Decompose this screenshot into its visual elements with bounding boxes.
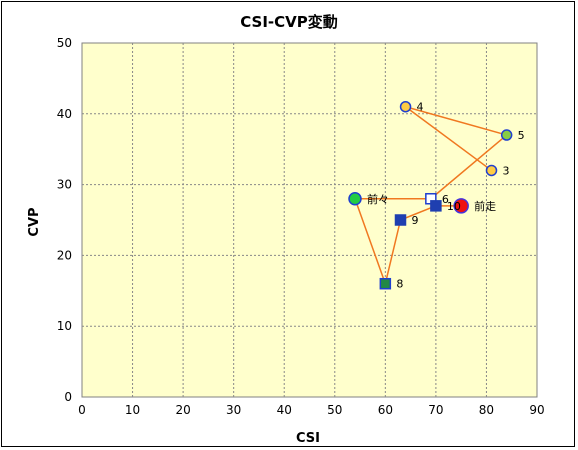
trajectory-segment <box>430 134 508 200</box>
x-tick-labels: 0 10 20 30 40 50 60 70 80 90 <box>78 403 544 417</box>
y-axis-title: CVP <box>27 207 42 236</box>
point-label: 4 <box>417 101 424 114</box>
plot-area <box>81 42 538 398</box>
x-tick-label: 70 <box>428 403 443 417</box>
data-point <box>500 129 513 141</box>
point-label: 10 <box>447 200 461 213</box>
data-point <box>485 164 498 177</box>
trajectory-segment <box>400 205 437 221</box>
chart-title: CSI-CVP変動 <box>240 13 338 31</box>
point-label: 5 <box>518 129 525 142</box>
point-labels: 3 4 5 6 前々 8 9 10 前走 <box>367 101 525 291</box>
y-tick-label: 50 <box>57 36 72 50</box>
data-point <box>399 100 412 113</box>
trajectory-segment <box>384 219 402 284</box>
y-tick-label: 40 <box>57 107 72 121</box>
y-tick-label: 0 <box>64 390 72 404</box>
y-tick-label: 20 <box>57 248 72 262</box>
trajectory-segment <box>354 198 387 284</box>
point-label: 8 <box>396 278 403 291</box>
point-label: 前々 <box>367 192 389 206</box>
data-point <box>348 192 362 206</box>
x-tick-label: 90 <box>529 403 544 417</box>
data-point <box>394 214 407 226</box>
point-label: 前走 <box>474 199 496 213</box>
x-tick-label: 80 <box>479 403 494 417</box>
data-points <box>348 100 513 290</box>
point-label: 9 <box>412 214 419 227</box>
data-point <box>453 198 469 214</box>
trajectory-lines <box>354 105 508 284</box>
data-point <box>379 277 392 290</box>
y-tick-labels: 0 10 20 30 40 50 <box>57 36 72 404</box>
y-tick-label: 10 <box>57 319 72 333</box>
grid-lines <box>82 43 537 397</box>
x-tick-label: 50 <box>327 403 342 417</box>
x-tick-label: 30 <box>226 403 241 417</box>
x-tick-label: 20 <box>175 403 190 417</box>
point-label: 3 <box>503 164 510 177</box>
y-tick-label: 30 <box>57 178 72 192</box>
x-tick-label: 60 <box>378 403 393 417</box>
trajectory-segment <box>405 105 507 136</box>
data-point <box>430 200 442 212</box>
x-tick-label: 10 <box>125 403 140 417</box>
point-label: 6 <box>442 193 449 206</box>
x-axis-title: CSI <box>296 431 320 446</box>
x-tick-label: 40 <box>277 403 292 417</box>
x-tick-label: 0 <box>78 403 86 417</box>
